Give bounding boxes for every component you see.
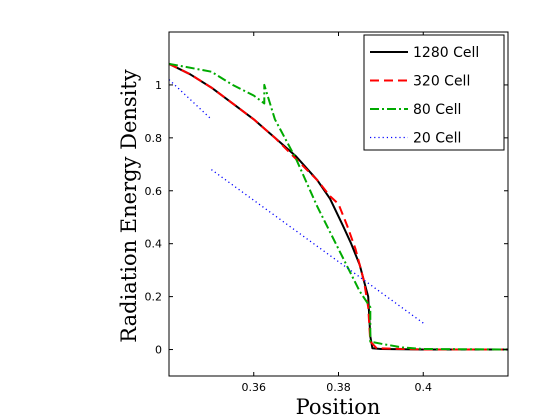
legend-label: 80 Cell [413,102,461,118]
legend-label: 320 Cell [413,74,470,90]
y-tick-label: 0.4 [145,238,163,251]
tick-layer: 0.36 0.38 0.4 0 0.2 0.4 0.6 0.8 1 [145,32,508,394]
legend-label: 1280 Cell [413,45,479,61]
y-tick-label: 0.8 [145,132,163,145]
x-tick-label: 0.36 [242,381,267,394]
x-tick-label: 0.4 [415,381,433,394]
series-line-80-cell [168,62,509,351]
series-line-20-cell [211,169,424,324]
x-tick-label: 0.38 [326,381,351,394]
y-tick-label: 0.6 [145,185,163,198]
legend: 1280 Cell 320 Cell 80 Cell 20 Cell [363,34,505,151]
series-line-320-cell [168,62,508,351]
y-tick-label: 1 [155,79,162,92]
x-axis-title: Position [296,395,381,419]
series-layer [168,62,509,351]
y-tick-label: 0.2 [145,291,163,304]
y-tick-label: 0 [155,344,162,357]
legend-box [363,34,505,151]
y-axis-title: Radiation Energy Density [117,69,141,343]
legend-label: 20 Cell [413,131,461,147]
